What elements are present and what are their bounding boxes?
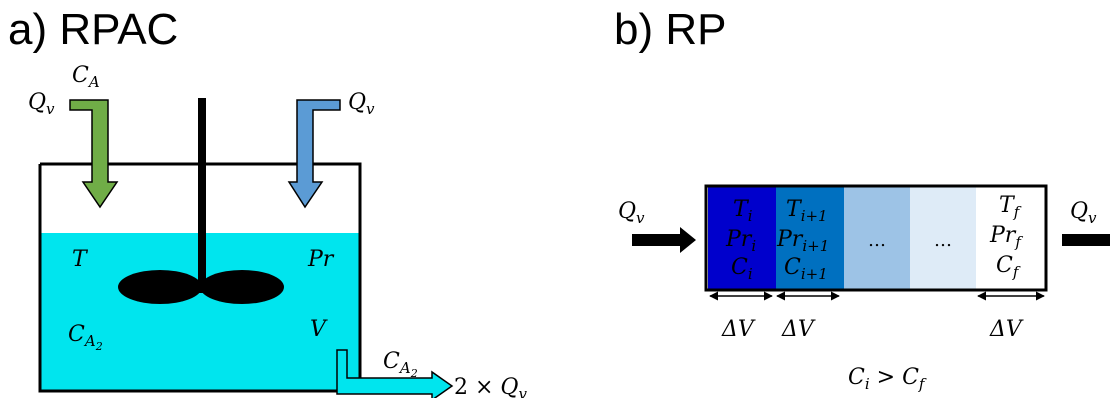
panel-a: a) RPAC Qv CA Qv T Pr CA2 V CA2 2 × Qv bbox=[8, 5, 527, 398]
outlet-arrow bbox=[336, 349, 454, 398]
cell-1-concentration: Ci+1 bbox=[784, 255, 828, 283]
panel-b: b) RP Qv Qv Ti Pri Ci Ti+1 Pri+1 Ci+1 … … bbox=[614, 5, 1110, 393]
stirrer-blade-right bbox=[200, 270, 284, 304]
pressure-label: Pr bbox=[307, 247, 335, 272]
cell-2-ellipsis: … bbox=[868, 230, 886, 251]
tank-concentration-label: CA2 bbox=[68, 322, 103, 353]
flow-out-arrow bbox=[1062, 234, 1110, 246]
volume-label: V bbox=[310, 317, 328, 342]
panel-b-heading: b) RP bbox=[614, 5, 726, 54]
stirrer-shaft bbox=[198, 98, 206, 293]
temperature-label: T bbox=[72, 247, 89, 272]
cell-1 bbox=[776, 187, 844, 289]
stirrer-blade-left bbox=[118, 270, 202, 304]
delta-v-label-0: ΔV bbox=[721, 317, 756, 342]
cell-2 bbox=[844, 187, 910, 289]
panel-a-heading: a) RPAC bbox=[8, 5, 178, 54]
cell-3 bbox=[910, 187, 976, 289]
inlet-right-flow-label: Qv bbox=[348, 90, 375, 118]
cell-1-pressure: Pri+1 bbox=[776, 227, 829, 255]
inlet-arrow-solvent bbox=[287, 99, 341, 209]
inlet-left-flow-label: Qv bbox=[28, 90, 55, 118]
flow-out-label: Qv bbox=[1070, 199, 1097, 227]
cell-4-concentration: Cf bbox=[996, 253, 1021, 281]
inlet-left-conc-label: CA bbox=[72, 63, 100, 91]
cell-4-pressure: Prf bbox=[989, 223, 1023, 251]
flow-in-label: Qv bbox=[618, 199, 645, 227]
plug-flow-reactor-outline bbox=[704, 184, 1048, 292]
cell-3-ellipsis: … bbox=[934, 230, 952, 251]
delta-v-label-2: ΔV bbox=[989, 317, 1024, 342]
cell-4 bbox=[976, 187, 1046, 289]
flow-in-arrow bbox=[632, 227, 696, 253]
cell-0-concentration: Ci bbox=[731, 255, 753, 283]
cell-4-temperature: Tf bbox=[999, 193, 1022, 221]
cell-1-temperature: Ti+1 bbox=[786, 197, 828, 225]
outlet-flow-label: 2 × Qv bbox=[454, 375, 527, 398]
concentration-relation: Ci > Cf bbox=[848, 365, 927, 393]
cell-0-temperature: Ti bbox=[733, 197, 753, 225]
cell-0-pressure: Pri bbox=[725, 227, 756, 255]
cell-0 bbox=[708, 187, 776, 289]
outlet-concentration-label: CA2 bbox=[383, 349, 418, 380]
inlet-arrow-feed bbox=[69, 99, 119, 209]
delta-v-label-1: ΔV bbox=[781, 317, 816, 342]
